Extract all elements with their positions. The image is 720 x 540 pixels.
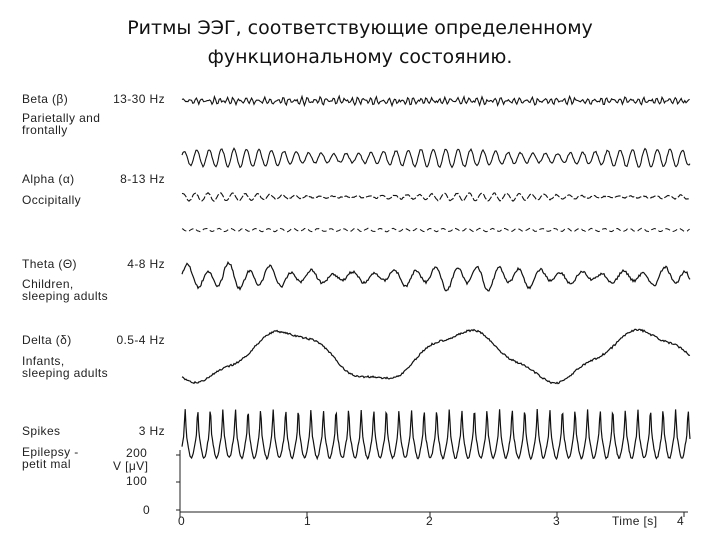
beta-region-line-1: Parietally and: [22, 111, 101, 125]
alpha-trace-2: [181, 192, 691, 202]
theta-label: Theta (Θ): [22, 257, 77, 271]
slide-title: Ритмы ЭЭГ, соответствующие определенному…: [60, 14, 660, 72]
delta-label: Delta (δ): [22, 333, 72, 347]
x-tick-2: 2: [426, 514, 434, 528]
alpha-region-line-1: Occipitally: [22, 193, 82, 207]
delta-frequency: 0.5-4 Hz: [116, 333, 165, 347]
beta-frequency: 13-30 Hz: [113, 92, 165, 106]
x-tick-0: 0: [178, 514, 186, 528]
y-tick-100: 100: [126, 474, 148, 488]
spikes-label: Spikes: [22, 424, 61, 438]
alpha-trace-1: [181, 147, 691, 169]
spikes-frequency: 3 Hz: [138, 424, 165, 438]
title-line-1: Ритмы ЭЭГ, соответствующие определенному: [127, 17, 593, 39]
alpha-trace-3: [181, 227, 690, 233]
title-line-2: функциональному состоянию.: [207, 46, 513, 68]
theta-trace: [181, 260, 691, 292]
delta-region-line-2: sleeping adults: [22, 366, 109, 380]
y-tick-0: 0: [143, 503, 151, 517]
theta-region-line-2: sleeping adults: [22, 289, 109, 303]
alpha-frequency: 8-13 Hz: [120, 172, 165, 186]
x-tick-3: 3: [553, 514, 561, 528]
delta-region-line-1: Infants,: [22, 354, 65, 368]
alpha-label: Alpha (α): [22, 172, 75, 186]
spikes-region-line-1: Epilepsy -: [22, 445, 79, 459]
beta-label: Beta (β): [22, 92, 69, 106]
y-tick-200: 200: [126, 446, 148, 460]
spikes-trace: [181, 408, 691, 461]
y-axis-label: V [μV]: [113, 459, 149, 473]
x-axis-label: Time [s]: [612, 514, 658, 528]
theta-region-line-1: Children,: [22, 277, 74, 291]
theta-frequency: 4-8 Hz: [127, 257, 165, 271]
beta-trace: [181, 94, 690, 108]
x-tick-1: 1: [304, 514, 312, 528]
x-tick-4: 4: [677, 514, 685, 528]
spikes-region-line-2: petit mal: [22, 457, 71, 471]
delta-trace: [181, 328, 691, 385]
beta-region-line-2: frontally: [22, 123, 68, 137]
